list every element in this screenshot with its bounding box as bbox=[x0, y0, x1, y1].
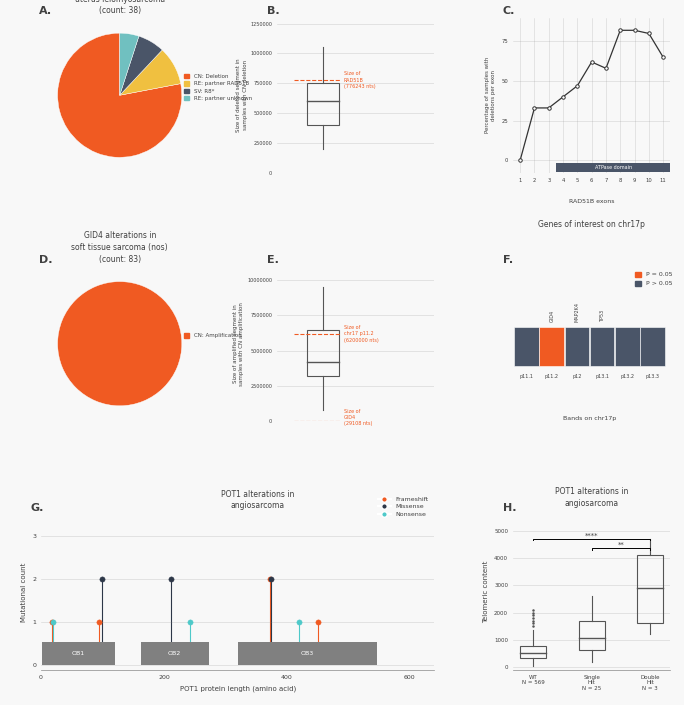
Text: Size of
RAD51B
(776243 nts): Size of RAD51B (776243 nts) bbox=[343, 71, 376, 89]
Title: Genes of interest on chr17p: Genes of interest on chr17p bbox=[538, 220, 645, 229]
Y-axis label: Size of deleted segment in
samples with CN deletion: Size of deleted segment in samples with … bbox=[236, 59, 248, 132]
Text: **: ** bbox=[618, 542, 624, 548]
Bar bbox=[307, 83, 339, 125]
Text: C.: C. bbox=[503, 6, 515, 16]
Wedge shape bbox=[120, 50, 181, 95]
Text: p11.1: p11.1 bbox=[520, 374, 534, 379]
Text: E.: E. bbox=[267, 255, 278, 264]
Y-axis label: Telomeric content: Telomeric content bbox=[483, 561, 488, 623]
Bar bbox=[564, 327, 590, 366]
Text: p13.2: p13.2 bbox=[620, 374, 634, 379]
Bar bbox=[307, 329, 339, 376]
Bar bbox=[590, 327, 614, 366]
Bar bbox=[640, 327, 665, 366]
Bar bbox=[540, 327, 564, 366]
Text: H.: H. bbox=[503, 503, 516, 513]
Text: p11.2: p11.2 bbox=[544, 374, 559, 379]
Legend: CN: Deletion, RE: partner RAD51B, SV: R8*, RE: partner unknown: CN: Deletion, RE: partner RAD51B, SV: R8… bbox=[181, 72, 254, 103]
Text: D.: D. bbox=[39, 255, 52, 264]
Bar bbox=[238, 642, 377, 666]
Title: RAD51B alterations in
uterus leiomyosarcoma
(count: 38): RAD51B alterations in uterus leiomyosarc… bbox=[75, 0, 165, 16]
Y-axis label: Percentage of samples with
deletions per exon: Percentage of samples with deletions per… bbox=[485, 57, 496, 133]
Bar bbox=[579, 620, 605, 650]
Wedge shape bbox=[120, 36, 162, 95]
X-axis label: POT1 protein length (amino acid): POT1 protein length (amino acid) bbox=[180, 685, 295, 692]
Text: Bands on chr17p: Bands on chr17p bbox=[563, 416, 616, 421]
Text: OB3: OB3 bbox=[300, 651, 314, 656]
X-axis label: RAD51B exons: RAD51B exons bbox=[569, 200, 614, 204]
Text: TP53: TP53 bbox=[600, 309, 605, 321]
Legend: P = 0.05, P > 0.05: P = 0.05, P > 0.05 bbox=[632, 269, 675, 289]
Bar bbox=[556, 163, 670, 172]
Text: G.: G. bbox=[31, 503, 44, 513]
Y-axis label: Size of amplified segment in
samples with CN amplification: Size of amplified segment in samples wit… bbox=[233, 302, 244, 386]
Text: ATPase domain: ATPase domain bbox=[594, 165, 632, 170]
Legend: CN: Amplification: CN: Amplification bbox=[181, 331, 244, 341]
Text: F.: F. bbox=[503, 255, 513, 264]
Wedge shape bbox=[57, 281, 182, 406]
Title: POT1 alterations in
angiosarcoma: POT1 alterations in angiosarcoma bbox=[221, 490, 294, 510]
Text: GID4: GID4 bbox=[549, 309, 554, 321]
Bar bbox=[637, 556, 663, 623]
Text: p12: p12 bbox=[573, 374, 581, 379]
Wedge shape bbox=[57, 33, 182, 157]
Bar bbox=[615, 327, 640, 366]
Bar bbox=[514, 327, 539, 366]
Text: Size of
GID4
(29108 nts): Size of GID4 (29108 nts) bbox=[343, 409, 372, 426]
Y-axis label: Mutational count: Mutational count bbox=[21, 563, 27, 622]
Title: GID4 alterations in
soft tissue sarcoma (nos)
(count: 83): GID4 alterations in soft tissue sarcoma … bbox=[71, 231, 168, 264]
Title: POT1 alterations in
angiosarcoma: POT1 alterations in angiosarcoma bbox=[555, 487, 629, 508]
Legend: Frameshift, Missense, Nonsense: Frameshift, Missense, Nonsense bbox=[376, 494, 431, 519]
Text: OB2: OB2 bbox=[168, 651, 181, 656]
Text: ****: **** bbox=[585, 532, 598, 539]
Wedge shape bbox=[120, 33, 139, 95]
Text: p13.1: p13.1 bbox=[595, 374, 609, 379]
Text: Size of
chr17 p11.2
(6200000 nts): Size of chr17 p11.2 (6200000 nts) bbox=[343, 325, 378, 343]
Bar bbox=[42, 642, 115, 666]
Text: A.: A. bbox=[39, 6, 52, 16]
Text: p13.3: p13.3 bbox=[646, 374, 659, 379]
Bar bbox=[141, 642, 209, 666]
Text: B.: B. bbox=[267, 6, 279, 16]
Text: OB1: OB1 bbox=[72, 651, 85, 656]
Bar bbox=[520, 646, 547, 658]
Text: MAP2K4: MAP2K4 bbox=[575, 302, 579, 321]
